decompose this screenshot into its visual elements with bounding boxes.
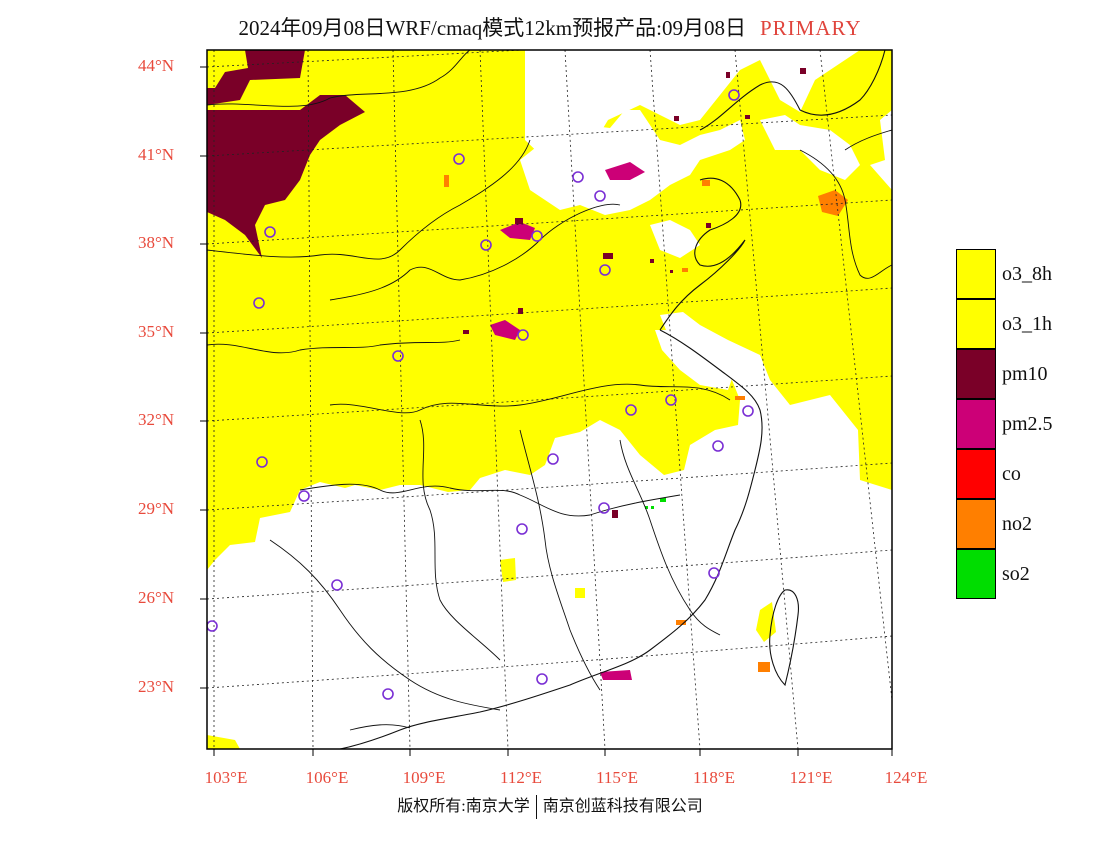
o3-south-patch: [500, 558, 516, 582]
lat-label-44: 44°N: [138, 56, 175, 75]
so2-patches: [645, 498, 666, 509]
legend-label: o3_8h: [1002, 263, 1052, 285]
legend-label: so2: [1002, 563, 1030, 585]
o3-taiwan-strait: [756, 602, 776, 642]
legend-label: pm2.5: [1002, 413, 1053, 435]
lon-label-124: 124°E: [884, 768, 928, 787]
lon-label-109: 109°E: [402, 768, 446, 787]
legend-label: no2: [1002, 513, 1032, 535]
pm10-specks: [463, 68, 806, 518]
lat-label-23: 23°N: [138, 677, 175, 696]
lat-label-38: 38°N: [138, 233, 175, 252]
clean-air-north-china: [520, 110, 745, 215]
copyright-company: 南京创蓝科技有限公司: [542, 798, 703, 815]
boundaries: [207, 50, 892, 749]
map-frame: [206, 49, 893, 750]
copyright-footer: 版权所有:南京大学 南京创蓝科技有限公司: [0, 792, 1100, 820]
axis-ticks: [200, 66, 893, 756]
title-tag: PRIMARY: [759, 16, 862, 40]
legend-swatch: [956, 349, 996, 399]
lon-label-106: 106°E: [305, 768, 349, 787]
clean-air-northeast: [760, 115, 860, 180]
clean-air-bohai: [650, 220, 700, 258]
lon-label-115: 115°E: [595, 768, 639, 787]
no2-patches: [444, 175, 848, 672]
lat-label-29: 29°N: [138, 499, 175, 518]
lon-label-118: 118°E: [692, 768, 736, 787]
pm10-northwest-region: [207, 50, 365, 258]
title-main: 2024年09月08日WRF/cmaq模式12km预报产品:09月08日: [238, 16, 746, 40]
monitoring-stations: [207, 89, 754, 700]
lon-label-112: 112°E: [499, 768, 543, 787]
o3-small-south: [575, 588, 585, 598]
pm25-patches: [490, 162, 645, 680]
copyright-owner: 版权所有:南京大学: [397, 798, 530, 815]
legend-swatch: [956, 399, 996, 449]
legend-swatch: [956, 549, 996, 599]
lat-label-35: 35°N: [138, 322, 175, 341]
lon-label-121: 121°E: [789, 768, 833, 787]
legend-swatch: [956, 299, 996, 349]
lat-label-41: 41°N: [138, 145, 175, 164]
lat-label-26: 26°N: [138, 588, 175, 607]
legend-swatch: [956, 499, 996, 549]
map-title: 2024年09月08日WRF/cmaq模式12km预报产品:09月08日 PRIM…: [0, 12, 1100, 42]
legend-label: pm10: [1002, 363, 1048, 385]
footer-divider: [535, 795, 537, 820]
lon-label-103: 103°E: [204, 768, 248, 787]
o3-bottom-corner: [207, 735, 240, 749]
legend-label: co: [1002, 463, 1021, 485]
legend-label: o3_1h: [1002, 313, 1052, 335]
graticule: [207, 50, 892, 749]
legend-swatch: [956, 249, 996, 299]
lat-label-32: 32°N: [138, 410, 175, 429]
legend-swatch: [956, 449, 996, 499]
clean-air-yellowsea: [655, 330, 735, 390]
